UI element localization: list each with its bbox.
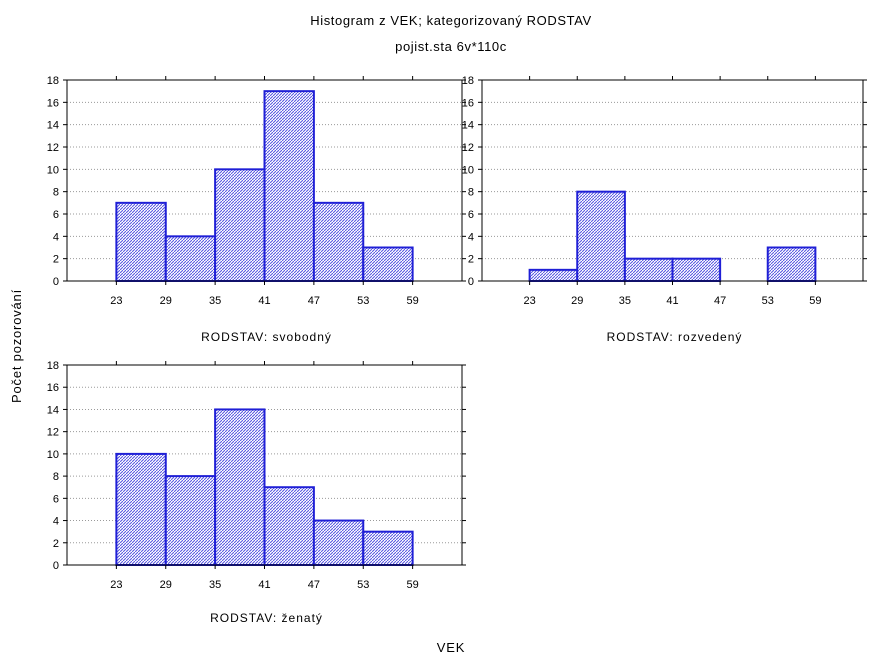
x-tick-label: 59: [407, 295, 419, 307]
x-axis-label: VEK: [437, 640, 465, 655]
y-tick-label: 2: [468, 254, 474, 266]
x-tick-label: 47: [308, 295, 320, 307]
histogram-bar: [362, 246, 414, 282]
x-tick-label: 53: [357, 295, 369, 307]
y-tick-label: 6: [468, 209, 474, 221]
panel-label: RODSTAV: svobodný: [201, 330, 332, 344]
y-tick-label: 4: [468, 231, 474, 243]
histogram-bar: [528, 268, 579, 283]
x-tick-label: 59: [407, 579, 419, 591]
x-tick-label: 53: [357, 579, 369, 591]
y-tick-label: 12: [462, 142, 474, 154]
x-tick-label: 23: [524, 295, 536, 307]
y-tick-label: 18: [47, 360, 59, 372]
y-tick-label: 16: [47, 382, 59, 394]
panel-label: RODSTAV: ženatý: [210, 611, 323, 625]
x-tick-label: 35: [209, 295, 221, 307]
x-tick-label: 23: [110, 295, 122, 307]
y-tick-label: 2: [53, 538, 59, 550]
histogram-bar: [115, 452, 167, 566]
x-tick-label: 41: [258, 295, 270, 307]
y-tick-label: 8: [53, 187, 59, 199]
chart-subtitle: pojist.sta 6v*110c: [395, 39, 507, 54]
histogram-bar: [164, 475, 217, 566]
y-tick-label: 16: [462, 97, 474, 109]
y-tick-label: 12: [47, 427, 59, 439]
x-tick-label: 41: [258, 579, 270, 591]
histogram-bar: [312, 519, 365, 566]
y-tick-label: 0: [53, 276, 59, 288]
histogram-bar: [164, 235, 217, 282]
histogram-bar: [623, 257, 674, 282]
y-tick-label: 14: [47, 120, 59, 132]
y-tick-label: 14: [47, 404, 59, 416]
y-tick-label: 4: [53, 231, 59, 243]
y-tick-label: 18: [462, 75, 474, 87]
x-tick-label: 29: [571, 295, 583, 307]
histogram-bar: [362, 530, 414, 567]
histogram-bar: [766, 246, 817, 282]
y-tick-label: 18: [47, 75, 59, 87]
y-tick-label: 0: [53, 560, 59, 572]
y-tick-label: 12: [47, 142, 59, 154]
y-tick-label: 4: [53, 516, 59, 528]
x-tick-label: 47: [308, 579, 320, 591]
panel-3: 0 2 4 6 8 10 12 14 16 18 23 29 35 41 47 53 59 RODSTAV: že…: [47, 360, 466, 625]
histogram-bar: [263, 90, 315, 282]
x-tick-label: 41: [666, 295, 678, 307]
y-tick-label: 16: [47, 97, 59, 109]
panel-2: 0 2 4 6 8 10 12 14 16 18 23 29 35 41 47 53 59 RODSTAV: ro…: [462, 75, 867, 344]
x-tick-label: 29: [160, 579, 172, 591]
y-axis-label: Počet pozorování: [9, 289, 24, 403]
histogram-bar: [115, 201, 167, 282]
y-tick-label: 14: [462, 120, 474, 132]
y-tick-label: 0: [468, 276, 474, 288]
y-tick-label: 6: [53, 209, 59, 221]
histogram-bar: [671, 257, 722, 282]
histogram-bar: [576, 190, 626, 283]
panel-label: RODSTAV: rozvedený: [607, 330, 743, 344]
x-tick-label: 23: [110, 579, 122, 591]
y-tick-label: 8: [468, 187, 474, 199]
chart-title: Histogram z VEK; kategorizovaný RODSTAV: [310, 13, 592, 28]
x-tick-label: 35: [619, 295, 631, 307]
y-tick-label: 8: [53, 471, 59, 483]
y-tick-label: 10: [47, 449, 59, 461]
y-tick-label: 6: [53, 493, 59, 505]
x-tick-label: 35: [209, 579, 221, 591]
x-tick-label: 29: [160, 295, 172, 307]
histogram-bar: [312, 201, 365, 282]
y-tick-label: 10: [462, 164, 474, 176]
y-tick-label: 10: [47, 164, 59, 176]
panel-1: 0 2 4 6 8 10 12 14 16 18 23 29 35 41 47 53 59 RODSTAV: sv…: [47, 75, 466, 344]
histogram-bar: [214, 168, 266, 282]
histogram-bar: [263, 486, 315, 567]
x-tick-label: 53: [762, 295, 774, 307]
x-tick-label: 59: [809, 295, 821, 307]
x-tick-label: 47: [714, 295, 726, 307]
y-tick-label: 2: [53, 254, 59, 266]
histogram-bar: [214, 408, 266, 567]
